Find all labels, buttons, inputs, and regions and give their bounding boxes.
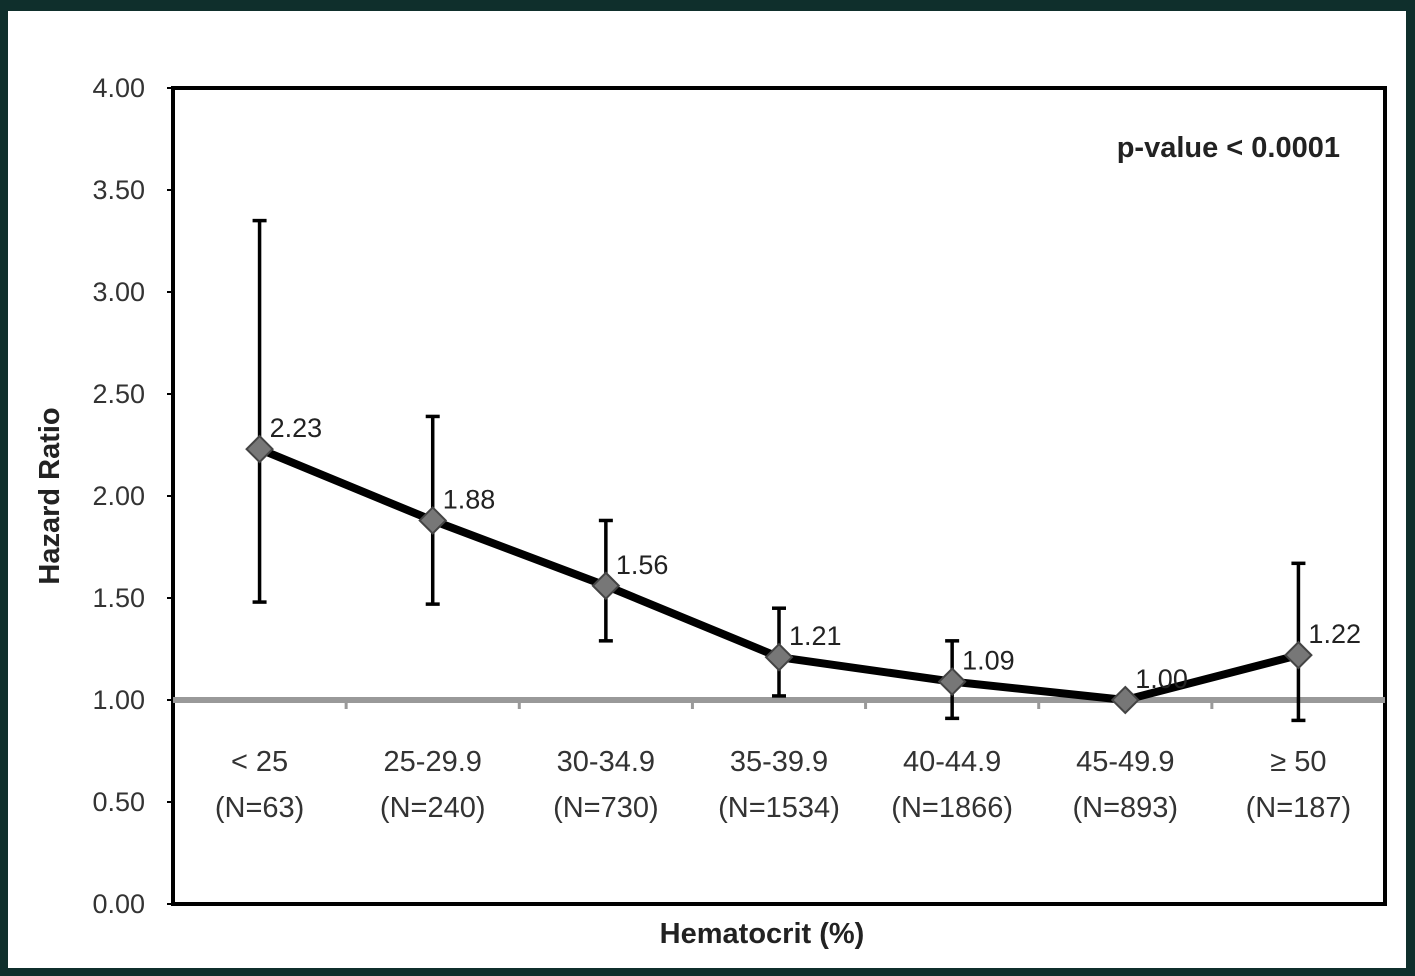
y-tick-label: 3.50	[92, 175, 145, 205]
chart-frame: 2.23 1.88 1.56 1.21 1.09 1.00 1.22 0.00 0.50 1.0…	[8, 11, 1406, 968]
x-category-count: (N=893)	[1072, 792, 1178, 824]
data-label: 1.56	[616, 550, 669, 580]
y-tick-label: 1.50	[92, 583, 145, 613]
x-category-label: 35-39.9	[730, 746, 828, 778]
y-tick-label: 1.00	[92, 685, 145, 715]
data-point-marker	[764, 642, 794, 672]
data-label: 1.21	[789, 621, 842, 651]
data-point-marker	[937, 667, 967, 697]
x-category-label: 25-29.9	[384, 746, 482, 778]
x-category-count: (N=730)	[553, 792, 659, 824]
hazard-ratio-chart: 2.23 1.88 1.56 1.21 1.09 1.00 1.22 0.00 0.50 1.0…	[34, 73, 1387, 950]
x-category-count: (N=63)	[215, 792, 304, 824]
data-label: 1.09	[962, 646, 1015, 676]
error-bar	[252, 218, 267, 604]
data-point-marker	[1284, 640, 1313, 670]
x-axis-label: Hematocrit (%)	[660, 918, 865, 950]
data-point-marker	[418, 506, 448, 535]
x-category-count: (N=1534)	[718, 792, 840, 824]
data-label: 2.23	[270, 413, 323, 443]
data-label: 1.00	[1135, 664, 1188, 694]
data-point-marker	[1110, 685, 1140, 715]
y-tick-label: 0.50	[92, 787, 145, 817]
p-value-annotation: p-value < 0.0001	[1117, 132, 1340, 164]
x-category-count: (N=240)	[380, 792, 486, 824]
y-tick-label: 3.00	[92, 277, 145, 307]
plot-area-border	[171, 86, 1387, 906]
x-category-label: < 25	[231, 746, 288, 778]
x-category-count: (N=187)	[1246, 792, 1352, 824]
y-tick-label: 2.50	[92, 379, 145, 409]
y-tick-label: 4.00	[92, 73, 145, 103]
x-category-label: 45-49.9	[1076, 746, 1174, 778]
data-point-marker	[591, 571, 621, 601]
data-point-marker	[245, 434, 274, 464]
y-axis-label: Hazard Ratio	[34, 407, 66, 584]
y-tick-label: 0.00	[92, 889, 145, 919]
y-tick-label: 2.00	[92, 481, 145, 511]
x-category-label: 30-34.9	[557, 746, 655, 778]
data-label: 1.88	[443, 484, 496, 514]
x-category-label: 40-44.9	[903, 746, 1001, 778]
data-label: 1.22	[1308, 619, 1361, 649]
x-category-count: (N=1866)	[891, 792, 1013, 824]
x-category-label: ≥ 50	[1270, 746, 1326, 778]
